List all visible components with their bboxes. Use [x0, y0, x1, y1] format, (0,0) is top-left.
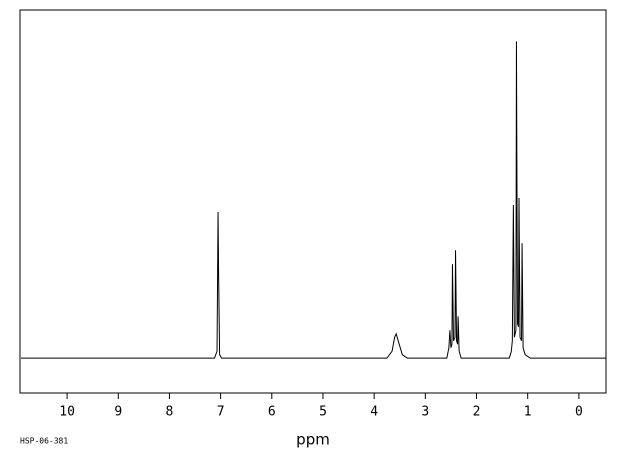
- plot-frame: [19, 9, 607, 394]
- x-tick-label: 0: [575, 405, 583, 420]
- x-tick-label: 7: [217, 405, 225, 420]
- spectrum-code: HSP-06-381: [20, 437, 68, 446]
- x-tick-label: 6: [268, 405, 276, 420]
- x-tick-label: 4: [370, 405, 378, 420]
- x-tick-label: 8: [166, 405, 174, 420]
- x-tick-label: 2: [473, 405, 481, 420]
- x-tick-label: 3: [421, 405, 429, 420]
- spectrum-line: [21, 41, 606, 359]
- x-tick-label: 5: [319, 405, 327, 420]
- x-tick-label: 1: [524, 405, 532, 420]
- x-tick-label: 10: [59, 405, 75, 420]
- x-tick-label: 9: [114, 405, 122, 420]
- x-axis-title: ppm: [296, 431, 330, 449]
